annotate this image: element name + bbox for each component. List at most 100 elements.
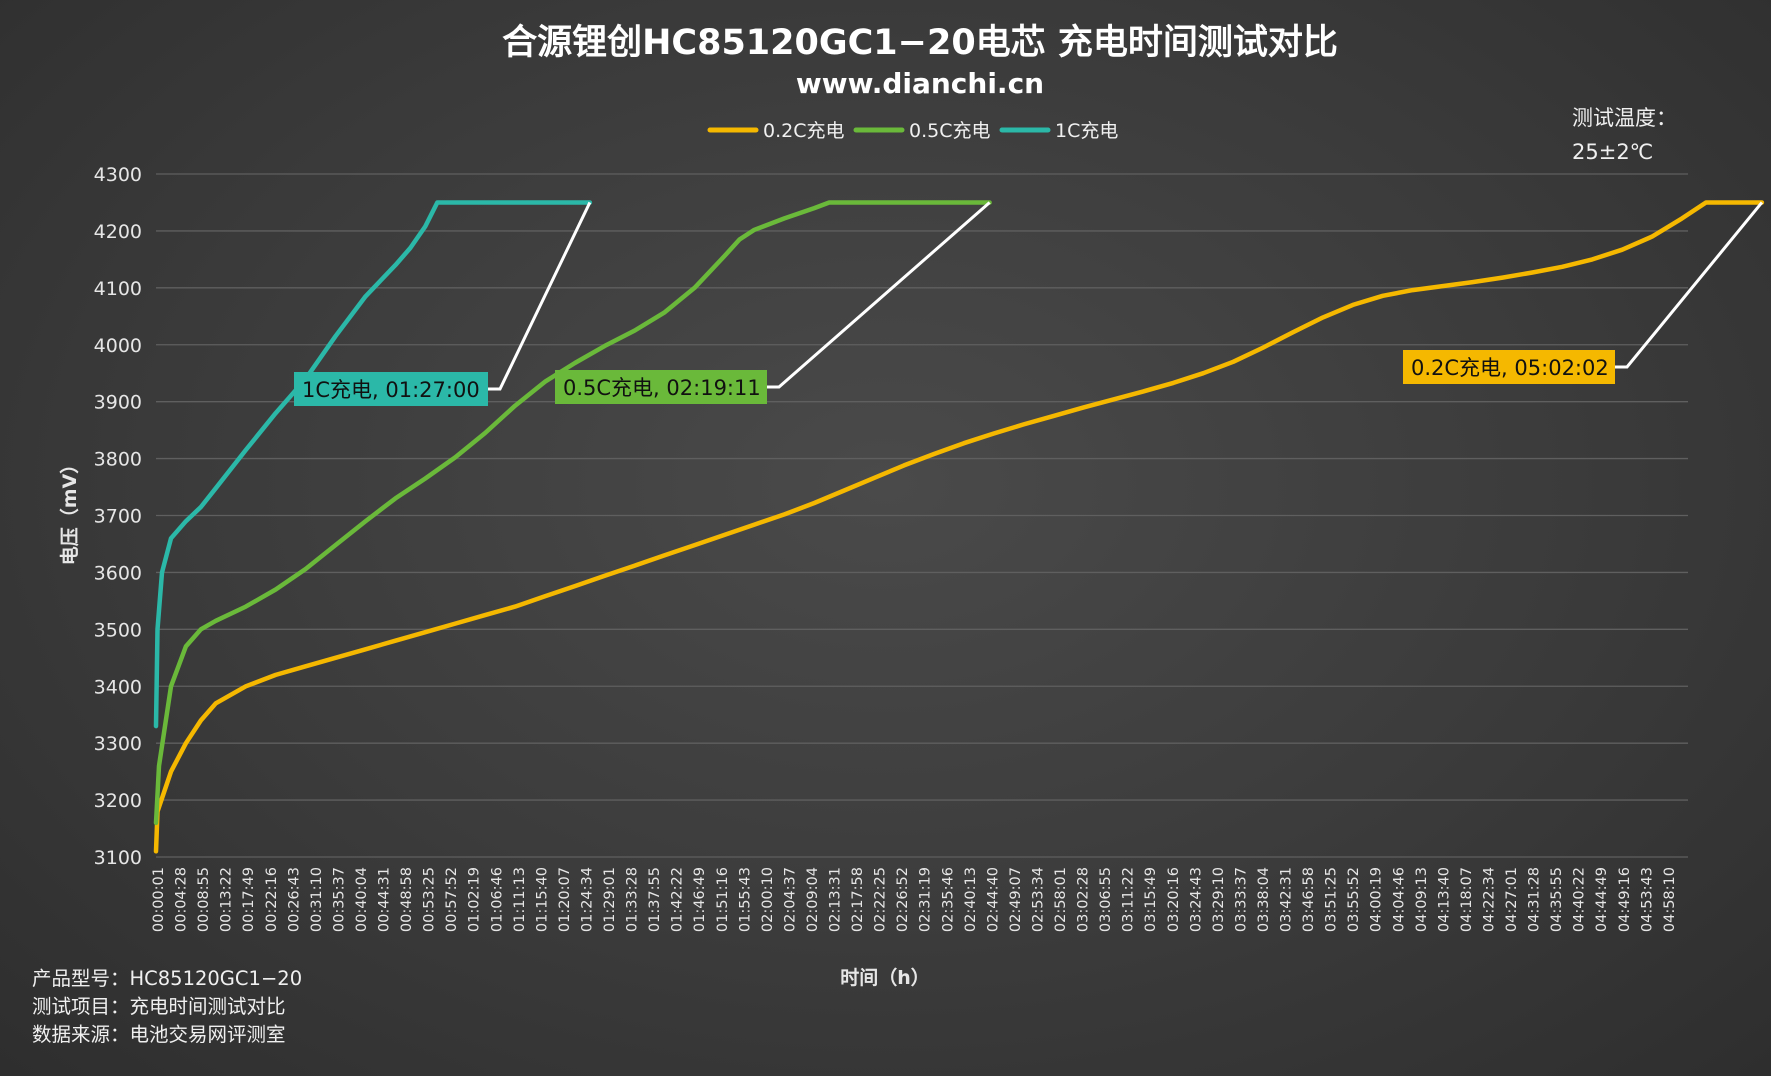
y-tick-label: 3400: [94, 676, 142, 698]
x-tick-label: 00:22:16: [264, 867, 280, 932]
y-axis: 3100 3200 3300 3400 3500 3600 3700 3800 3900 4000…: [94, 164, 142, 869]
chart-title: 合源锂创HC85120GC1−20电芯 充电时间测试对比: [502, 23, 1338, 63]
x-tick-label: 04:31:28: [1527, 867, 1543, 932]
x-tick-label: 04:44:49: [1594, 867, 1610, 932]
x-tick-label: 02:31:19: [918, 867, 934, 932]
x-tick-label: 03:15:49: [1143, 867, 1159, 932]
x-tick-label: 04:58:10: [1662, 867, 1678, 932]
x-tick-label: 02:13:31: [828, 867, 844, 932]
x-tick-label: 02:26:52: [895, 867, 911, 932]
x-tick-label: 03:51:25: [1324, 867, 1340, 932]
x-tick-label: 01:51:16: [715, 867, 731, 932]
x-tick-label: 01:11:13: [512, 867, 528, 932]
x-tick-label: 02:40:13: [963, 867, 979, 932]
x-tick-label: 00:35:37: [331, 867, 347, 932]
y-tick-label: 3300: [94, 733, 142, 755]
x-tick-label: 00:31:10: [309, 867, 325, 932]
x-tick-label: 00:26:43: [286, 867, 302, 932]
x-tick-label: 02:49:07: [1008, 867, 1024, 932]
x-tick-label: 01:06:46: [489, 867, 505, 932]
x-tick-label: 02:17:58: [850, 867, 866, 932]
x-tick-label: 02:04:37: [782, 867, 798, 932]
x-tick-label: 00:57:52: [444, 867, 460, 932]
series-line: [153, 200, 1765, 854]
callouts: 1C充电, 01:27:00 0.5C充电, 02:19:11 0.2C充电, 05…: [294, 201, 1764, 406]
legend-entry: 1C充电: [1055, 120, 1118, 142]
x-tick-label: 00:08:55: [196, 867, 212, 932]
legend: 0.2C充电 0.5C充电 1C充电: [707, 120, 1118, 142]
x-tick-label: 04:00:19: [1369, 867, 1385, 932]
footer-model: 产品型号：HC85120GC1−20: [32, 967, 302, 990]
x-tick-label: 01:29:01: [602, 867, 618, 932]
x-tick-label: 01:24:34: [579, 867, 595, 932]
callout-box: [1403, 350, 1615, 384]
x-tick-label: 04:22:34: [1481, 867, 1497, 932]
x-tick-label: 01:20:07: [557, 867, 573, 932]
x-tick-label: 00:40:04: [354, 867, 370, 932]
x-tick-label: 03:33:37: [1233, 867, 1249, 932]
x-tick-label: 03:42:31: [1279, 867, 1295, 932]
callout-leader: [488, 201, 592, 391]
x-tick-label: 03:11:22: [1121, 867, 1137, 932]
x-tick-label: 01:02:19: [467, 867, 483, 932]
y-tick-label: 4300: [94, 164, 142, 186]
x-tick-label: 04:13:40: [1436, 867, 1452, 932]
series-line: [153, 200, 992, 826]
x-tick-label: 04:04:46: [1391, 867, 1407, 932]
callout-box: [294, 372, 488, 406]
x-tick-label: 00:48:58: [399, 867, 415, 932]
x-tick-label: 01:33:28: [625, 867, 641, 932]
x-tick-label: 04:53:43: [1639, 867, 1655, 932]
chart-subtitle: www.dianchi.cn: [796, 67, 1044, 100]
x-tick-label: 00:53:25: [422, 867, 438, 932]
footer-test-item: 测试项目：充电时间测试对比: [32, 995, 286, 1018]
y-tick-label: 3200: [94, 790, 142, 812]
y-axis-label: 电压（mV）: [58, 455, 81, 566]
x-tick-label: 02:53:34: [1030, 867, 1046, 932]
callout-label: 0.2C充电, 05:02:02: [1411, 356, 1609, 380]
x-tick-label: 02:22:25: [873, 867, 889, 932]
x-tick-label: 02:09:04: [805, 867, 821, 932]
x-tick-label: 00:00:01: [151, 867, 167, 932]
x-tick-label: 03:38:04: [1256, 867, 1272, 932]
x-tick-label: 00:17:49: [241, 867, 257, 932]
y-tick-label: 3100: [94, 847, 142, 869]
x-tick-label: 02:58:01: [1053, 867, 1069, 932]
legend-entry: 0.5C充电: [909, 120, 990, 142]
x-tick-label: 00:04:28: [174, 867, 190, 932]
y-tick-label: 3700: [94, 506, 142, 528]
x-tick-label: 04:09:13: [1414, 867, 1430, 932]
x-tick-label: 04:49:16: [1617, 867, 1633, 932]
y-tick-label: 3500: [94, 619, 142, 641]
x-tick-label: 03:20:16: [1166, 867, 1182, 932]
x-tick-label: 04:40:22: [1572, 867, 1588, 932]
temperature-label: 测试温度：: [1572, 106, 1677, 130]
x-tick-label: 01:37:55: [647, 867, 663, 932]
temperature-value: 25±2℃: [1572, 140, 1653, 164]
x-tick-label: 02:44:40: [985, 867, 1001, 932]
footer-source: 数据来源：电池交易网评测室: [32, 1023, 286, 1046]
x-tick-label: 01:55:43: [737, 867, 753, 932]
x-tick-label: 04:18:07: [1459, 867, 1475, 932]
callout-leader: [767, 201, 991, 389]
callout-label: 0.5C充电, 02:19:11: [563, 376, 761, 400]
x-tick-label: 00:44:31: [377, 867, 393, 932]
callout-label: 1C充电, 01:27:00: [302, 378, 480, 402]
x-tick-label: 03:24:43: [1188, 867, 1204, 932]
x-axis-label: 时间（h）: [840, 966, 930, 989]
y-tick-label: 3900: [94, 392, 142, 414]
x-tick-label: 01:46:49: [692, 867, 708, 932]
x-tick-label: 01:15:40: [534, 867, 550, 932]
y-tick-label: 4200: [94, 221, 142, 243]
series-line: [153, 200, 593, 729]
legend-entry: 0.2C充电: [763, 120, 844, 142]
x-tick-label: 03:06:55: [1098, 867, 1114, 932]
x-tick-label: 02:00:10: [760, 867, 776, 932]
x-tick-label: 02:35:46: [940, 867, 956, 932]
x-tick-label: 03:29:10: [1211, 867, 1227, 932]
x-tick-label: 04:35:55: [1549, 867, 1565, 932]
y-tick-label: 4100: [94, 278, 142, 300]
x-tick-label: 04:27:01: [1504, 867, 1520, 932]
x-tick-label: 03:46:58: [1301, 867, 1317, 932]
